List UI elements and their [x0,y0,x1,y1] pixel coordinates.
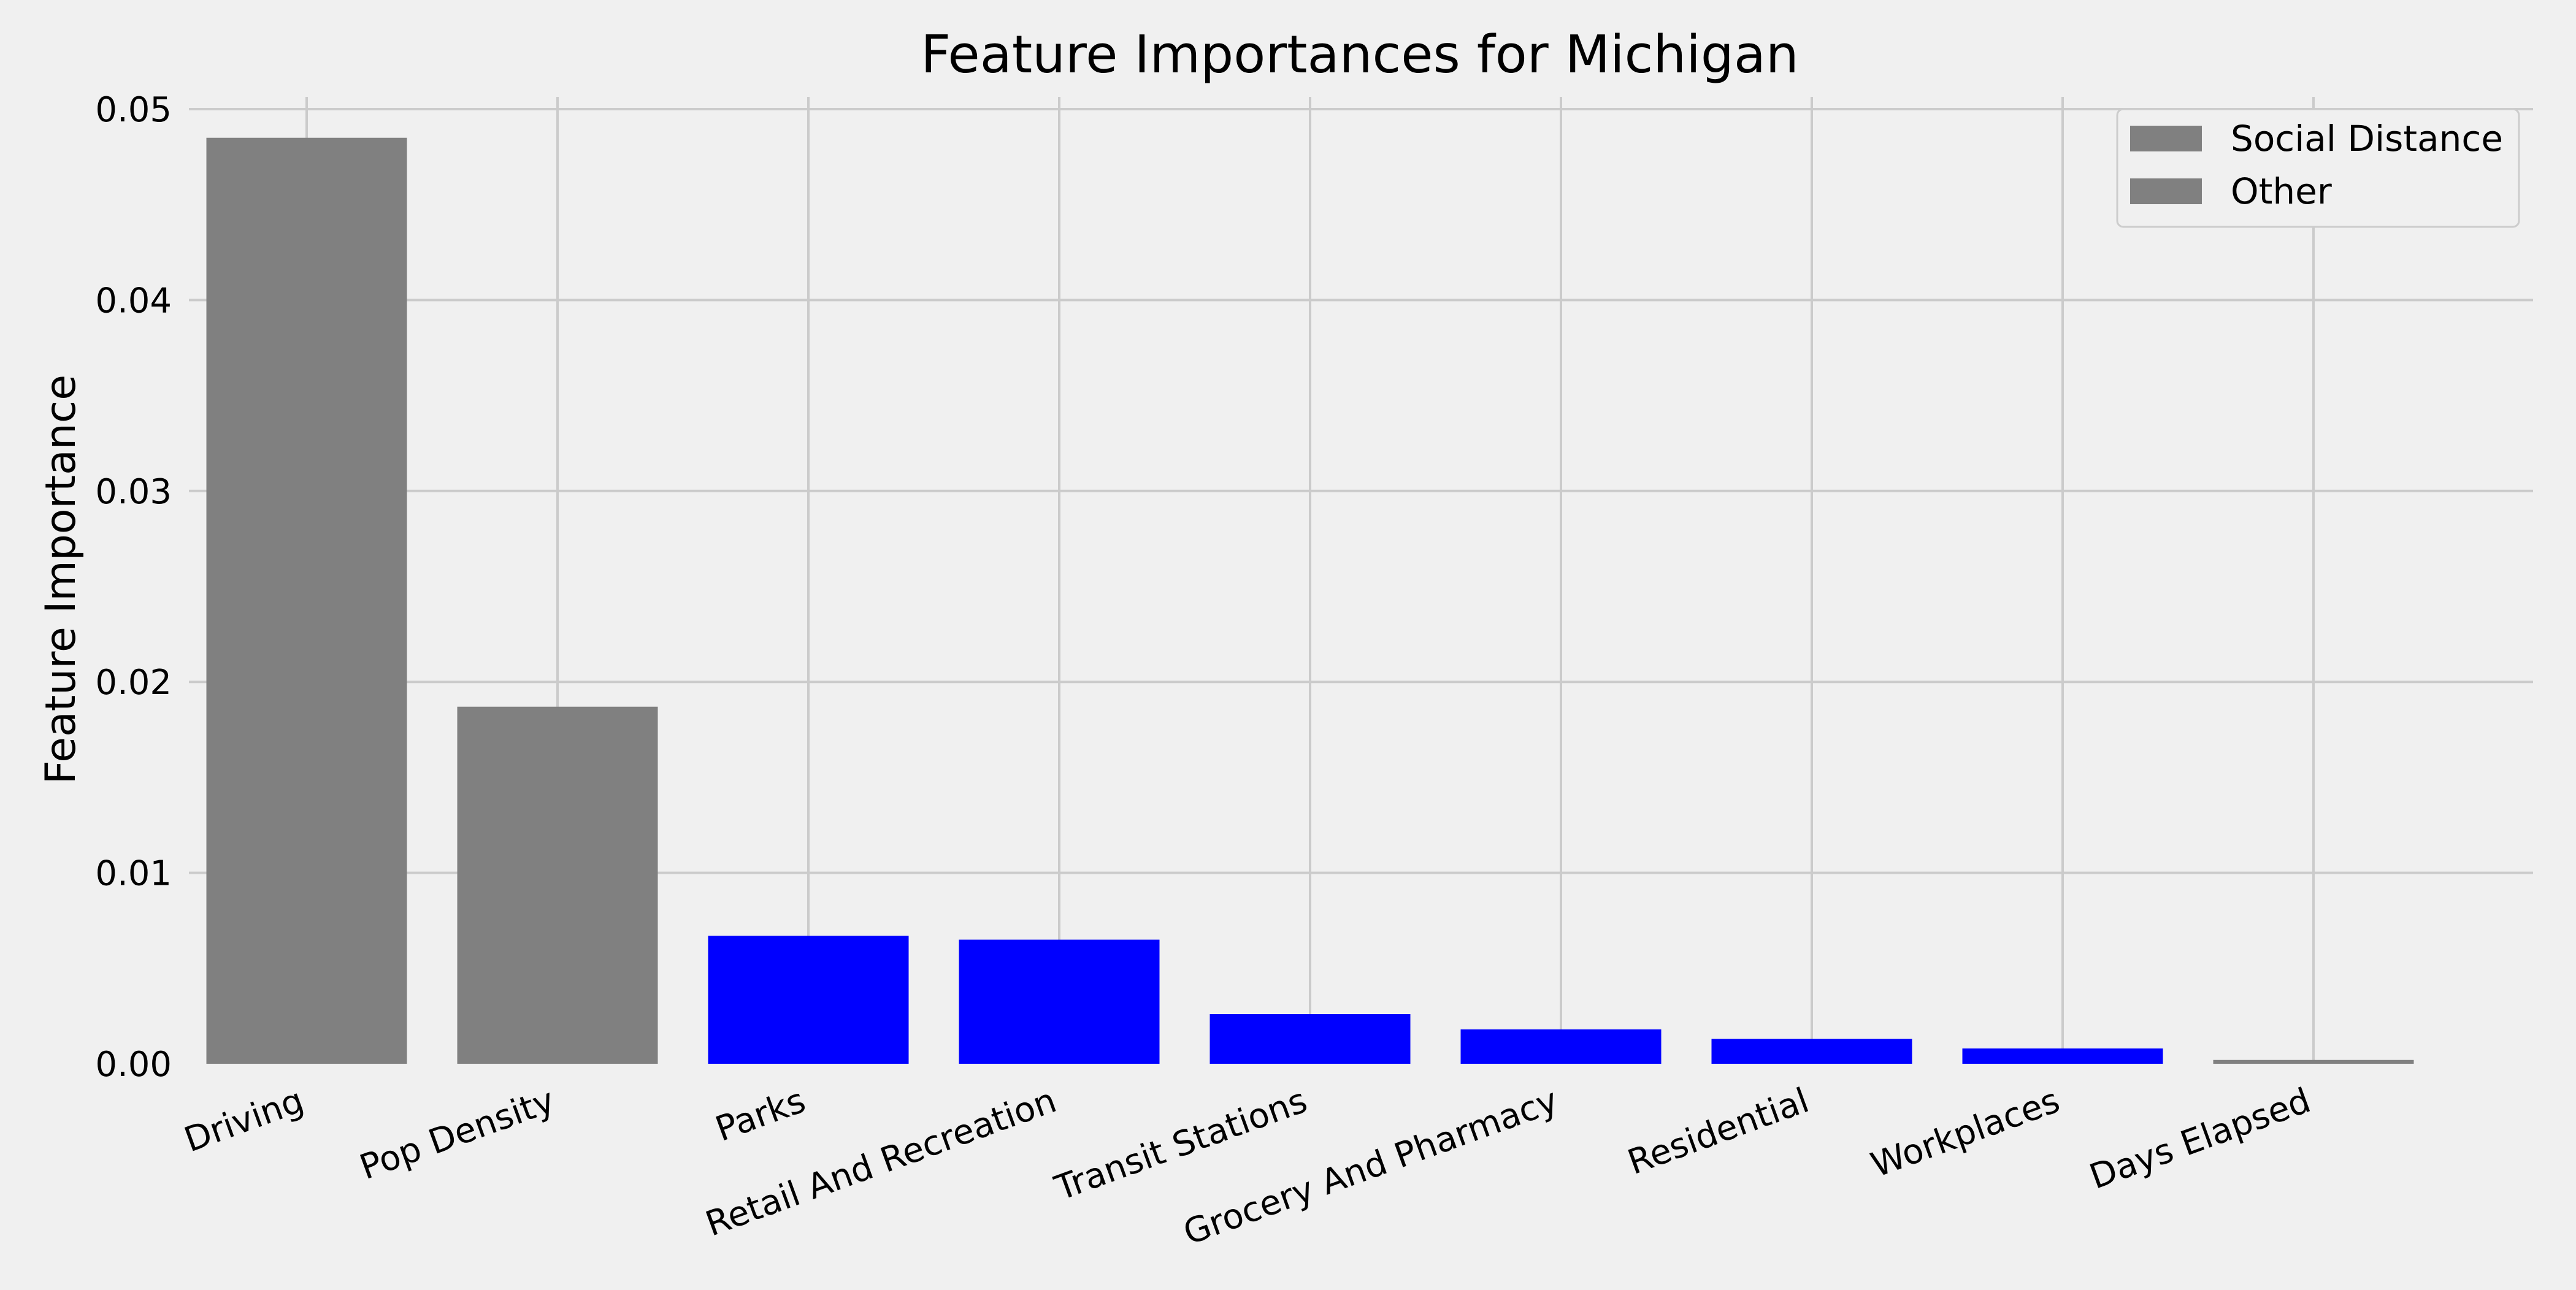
y-tick-labels: 0.00 0.01 0.02 0.03 0.04 0.05 [95,90,172,1085]
y-tick-label: 0.02 [95,663,172,703]
bar-transit-stations [1209,1014,1411,1064]
bar-workplaces [1962,1048,2163,1064]
y-tick-label: 0.01 [95,854,172,894]
y-tick-label: 0.05 [95,90,172,130]
legend-label-other: Other [2231,170,2332,212]
bar-days-elapsed [2213,1059,2414,1064]
grid-layer [189,97,2533,1064]
y-tick-label: 0.03 [95,472,172,512]
y-tick-label: 0.04 [95,281,172,321]
y-axis-label: Feature Importance [37,375,85,784]
bar-retail-and-recreation [959,939,1160,1064]
legend-swatch-other [2130,178,2202,204]
legend-swatch-social-distance [2130,126,2202,151]
chart-title: Feature Importances for Michigan [921,25,1799,85]
bar-residential [1711,1039,1912,1064]
bar-driving [206,137,407,1064]
y-tick-label: 0.00 [95,1045,172,1085]
bar-layer [206,137,2414,1064]
bar-pop-density [457,706,658,1064]
chart-legend: Social Distance Other [2116,108,2520,228]
legend-frame [2116,108,2520,228]
bar-grocery-and-pharmacy [1460,1029,1662,1064]
legend-label-social-distance: Social Distance [2231,118,2503,159]
bar-parks [708,936,909,1064]
